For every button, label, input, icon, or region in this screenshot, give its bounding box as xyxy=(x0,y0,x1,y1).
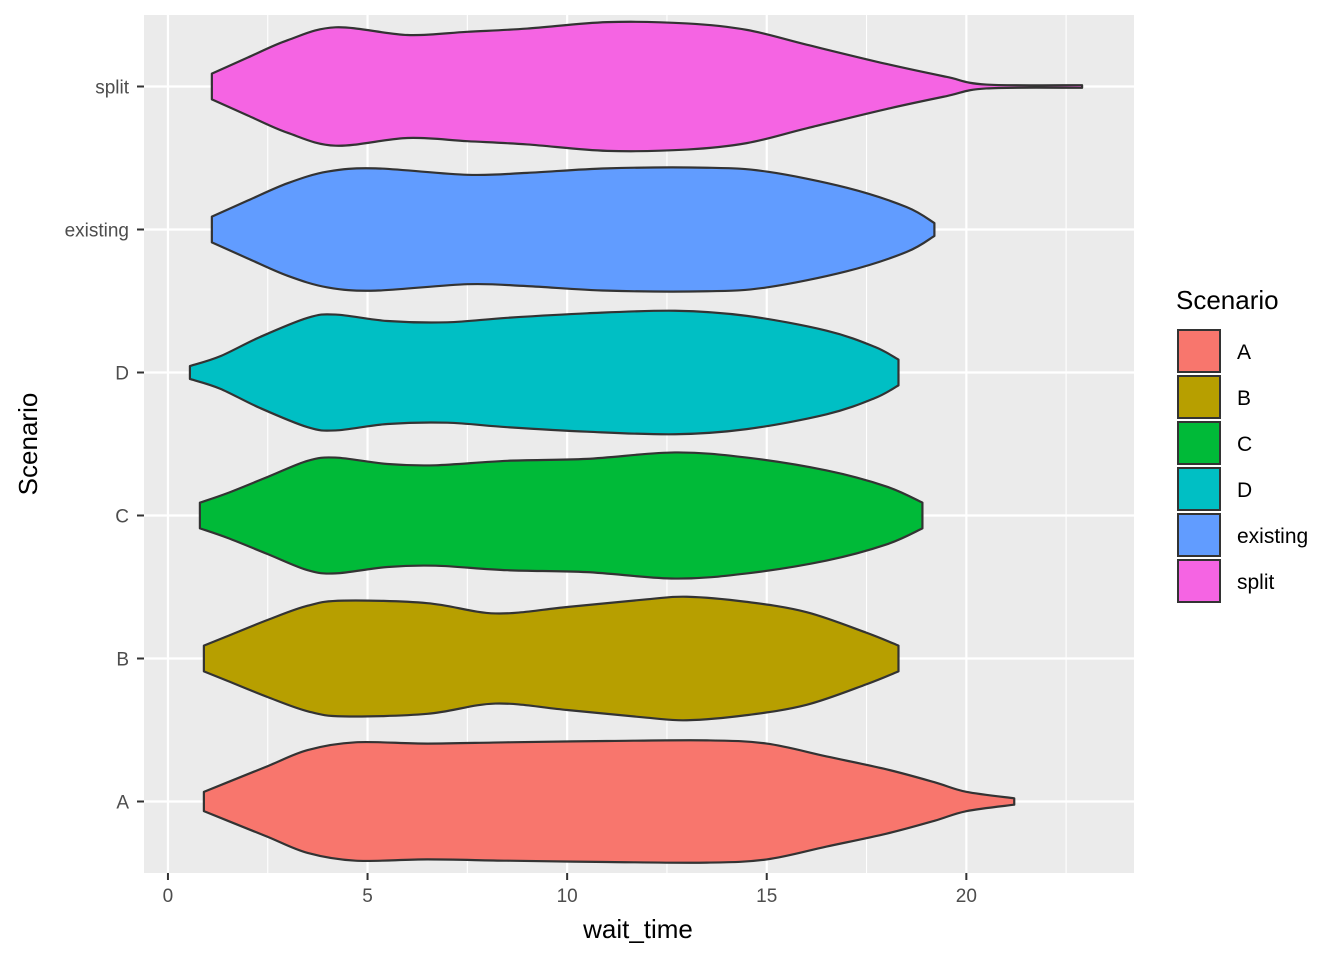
plot-panel xyxy=(144,15,1134,873)
legend-label: D xyxy=(1237,479,1252,502)
legend-key-B xyxy=(1177,375,1221,419)
y-tick-label: existing xyxy=(65,221,129,242)
x-axis-title: wait_time xyxy=(582,914,693,944)
violins xyxy=(188,20,1084,864)
y-tick-label: C xyxy=(115,507,129,528)
legend-label: existing xyxy=(1237,525,1308,548)
x-tick-label: 15 xyxy=(756,886,777,907)
legend-label: B xyxy=(1237,387,1251,410)
x-tick-label: 10 xyxy=(557,886,578,907)
legend-label: A xyxy=(1237,341,1251,364)
y-tick-label: B xyxy=(116,650,129,671)
legend-label: split xyxy=(1237,571,1275,594)
y-axis-title: Scenario xyxy=(13,393,43,496)
legend-key-existing xyxy=(1177,513,1221,557)
legend-label: C xyxy=(1237,433,1252,456)
legend-key-C xyxy=(1177,421,1221,465)
y-tick-label: A xyxy=(116,793,129,814)
x-tick-label: 0 xyxy=(163,886,174,907)
violin-A xyxy=(202,739,1016,864)
x-axis: 0 5 10 15 20 xyxy=(163,873,977,907)
legend-key-split xyxy=(1177,559,1221,603)
violin-C xyxy=(198,451,924,580)
y-tick-label: split xyxy=(95,78,130,99)
legend-key-D xyxy=(1177,467,1221,511)
violin-D xyxy=(188,309,900,436)
y-tick-label: D xyxy=(115,364,129,385)
violin-existing xyxy=(210,166,936,293)
x-tick-label: 5 xyxy=(362,886,373,907)
violin-split xyxy=(210,20,1084,153)
legend-title: Scenario xyxy=(1176,285,1279,315)
legend-key-A xyxy=(1177,329,1221,373)
minor-gridlines xyxy=(267,15,1067,873)
x-tick-label: 20 xyxy=(956,886,977,907)
violin-B xyxy=(202,595,900,722)
